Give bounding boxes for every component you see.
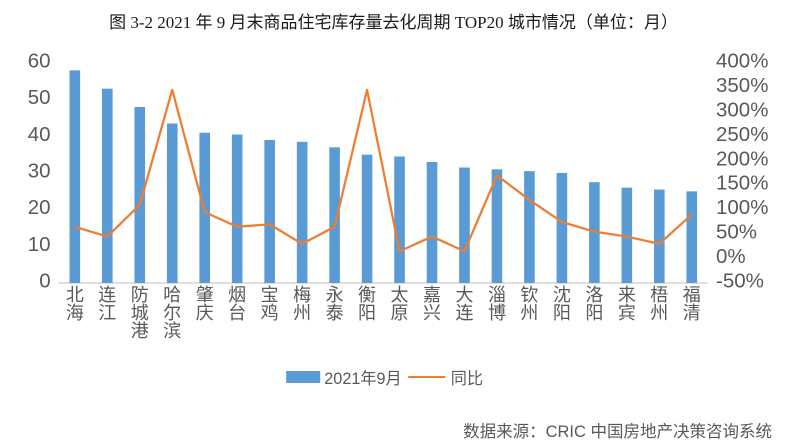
svg-text:钦: 钦 [520,285,538,305]
svg-text:港: 港 [131,321,149,341]
svg-text:城: 城 [131,303,149,323]
svg-text:20: 20 [28,196,51,219]
svg-text:-50%: -50% [716,270,764,293]
svg-text:60: 60 [28,50,51,73]
svg-text:宝: 宝 [261,285,279,305]
svg-text:肇: 肇 [196,285,214,305]
svg-text:清: 清 [683,303,701,323]
svg-text:沈: 沈 [553,285,571,305]
svg-text:海: 海 [66,303,84,323]
svg-text:0%: 0% [716,245,746,268]
svg-text:400%: 400% [716,50,768,73]
svg-text:州: 州 [520,303,538,323]
svg-text:淄: 淄 [488,285,506,305]
svg-text:连: 连 [98,285,116,305]
svg-text:大: 大 [455,285,473,305]
svg-text:洛: 洛 [585,285,603,305]
svg-text:北: 北 [66,285,84,305]
svg-text:30: 30 [28,160,51,183]
svg-text:台: 台 [228,303,246,323]
svg-text:阳: 阳 [358,303,376,323]
svg-text:阳: 阳 [585,303,603,323]
svg-text:50: 50 [28,86,51,109]
svg-text:滨: 滨 [163,321,181,341]
svg-text:庆: 庆 [196,303,214,323]
svg-text:江: 江 [98,303,116,323]
svg-text:州: 州 [650,303,668,323]
svg-text:300%: 300% [716,98,768,121]
svg-text:100%: 100% [716,196,768,219]
svg-text:原: 原 [391,303,409,323]
svg-text:梅: 梅 [293,285,311,305]
svg-text:鸡: 鸡 [261,303,279,323]
svg-text:太: 太 [391,285,409,305]
svg-text:10: 10 [28,233,51,256]
svg-text:250%: 250% [716,123,768,146]
svg-text:福: 福 [683,285,701,305]
svg-text:防: 防 [131,285,149,305]
svg-text:350%: 350% [716,74,768,97]
svg-text:哈: 哈 [163,285,181,305]
svg-text:阳: 阳 [553,303,571,323]
svg-text:州: 州 [293,303,311,323]
svg-text:嘉: 嘉 [423,285,441,305]
svg-text:宾: 宾 [618,303,636,323]
svg-text:尔: 尔 [163,303,181,323]
svg-text:150%: 150% [716,172,768,195]
svg-text:200%: 200% [716,147,768,170]
svg-text:梧: 梧 [650,285,668,305]
svg-text:兴: 兴 [423,303,441,323]
svg-text:来: 来 [618,285,636,305]
svg-text:0: 0 [39,270,50,293]
svg-text:泰: 泰 [326,303,344,323]
svg-text:永: 永 [326,285,344,305]
svg-text:40: 40 [28,123,51,146]
svg-text:50%: 50% [716,221,757,244]
svg-text:衡: 衡 [358,285,376,305]
svg-text:烟: 烟 [228,285,246,305]
svg-text:连: 连 [455,303,473,323]
svg-text:博: 博 [488,303,506,323]
